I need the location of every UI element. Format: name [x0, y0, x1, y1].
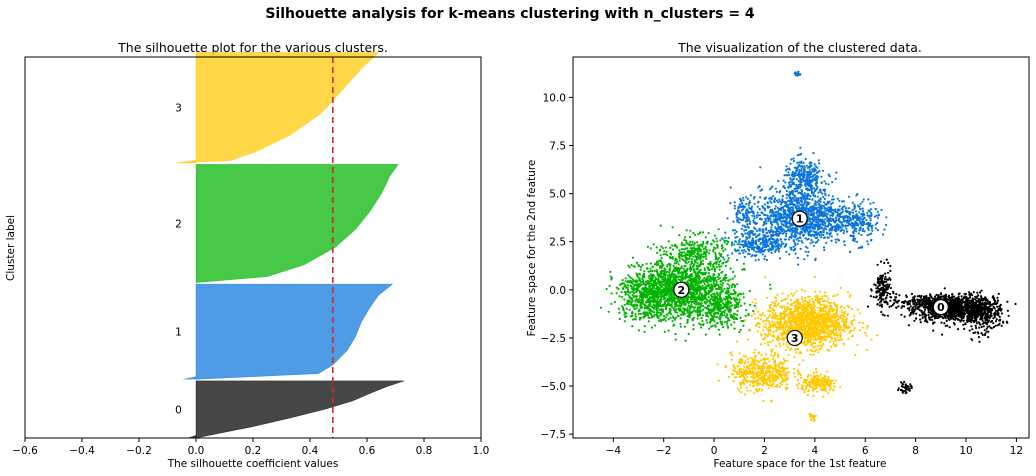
scatter-plot-title: The visualization of the clustered data. — [677, 40, 922, 55]
silhouette-cluster-label-2: 2 — [175, 218, 182, 230]
silhouette-x-tick-label: 0.2 — [245, 445, 262, 457]
cluster-scatter-plot: The visualization of the clustered data.… — [526, 40, 1030, 470]
scatter-plot-frame — [572, 56, 1030, 439]
scatter-x-tick-label: 4 — [812, 445, 819, 457]
silhouette-cluster-label-0: 0 — [175, 404, 182, 416]
scatter-y-tick-label: 2.5 — [549, 237, 566, 249]
scatter-y-tick-label: 0.0 — [549, 285, 566, 297]
scatter-y-tick-label: 5.0 — [549, 189, 566, 201]
scatter-y-ticks: −7.5 −5.0 −2.5 0.0 2.5 5.0 7.5 10.0 — [541, 92, 573, 441]
figure-suptitle: Silhouette analysis for k-means clusteri… — [265, 6, 755, 22]
scatter-x-tick-label: −2 — [656, 445, 671, 457]
cluster-center-label-0: 0 — [937, 301, 945, 314]
scatter-points — [599, 70, 1017, 423]
scatter-y-tick-label: 7.5 — [549, 141, 566, 153]
silhouette-fill-cluster-3 — [175, 52, 380, 164]
silhouette-plot: The silhouette plot for the various clus… — [5, 40, 489, 470]
silhouette-negative-tail-3 — [176, 159, 196, 163]
silhouette-negative-tail-1 — [181, 376, 196, 380]
scatter-x-tick-label: 0 — [711, 445, 718, 457]
scatter-x-tick-label: −4 — [606, 445, 622, 457]
silhouette-cluster-label-1: 1 — [175, 327, 182, 339]
cluster-center-marker-3 — [786, 329, 803, 347]
silhouette-fill-cluster-0 — [195, 380, 405, 439]
silhouette-x-tick-label: 0.6 — [359, 445, 376, 457]
silhouette-cluster-labels: 0 1 2 3 — [175, 103, 182, 417]
cluster-center-marker-0 — [932, 299, 949, 316]
silhouette-cluster-label-3: 3 — [175, 103, 182, 115]
silhouette-x-ticks: −0.6 −0.4 −0.2 0.0 0.2 0.4 0.6 0.8 1.0 — [12, 438, 489, 457]
silhouette-y-label: Cluster label — [5, 215, 17, 281]
scatter-cluster-2 — [599, 224, 772, 342]
silhouette-x-tick-label: 1.0 — [473, 445, 490, 457]
silhouette-x-tick-label: 0.0 — [188, 445, 205, 457]
scatter-cluster-3 — [716, 275, 879, 423]
scatter-x-tick-label: 6 — [862, 445, 869, 457]
scatter-cluster-0 — [866, 258, 1017, 395]
silhouette-fills — [175, 52, 405, 439]
cluster-center-marker-1 — [791, 210, 808, 227]
scatter-x-label: Feature space for the 1st feature — [713, 458, 886, 470]
scatter-y-label: Feature space for the 2nd feature — [526, 160, 538, 337]
scatter-y-tick-label: −7.5 — [541, 429, 567, 441]
scatter-x-tick-label: 10 — [959, 445, 972, 457]
scatter-y-tick-label: −2.5 — [541, 333, 567, 345]
scatter-y-tick-label: −5.0 — [541, 381, 567, 393]
silhouette-x-label: The silhouette coefficient values — [167, 458, 339, 470]
cluster-center-label-3: 3 — [791, 332, 799, 345]
cluster-center-label-2: 2 — [678, 284, 686, 297]
scatter-x-tick-label: 2 — [761, 445, 768, 457]
silhouette-negative-tail-0 — [187, 435, 196, 438]
scatter-x-tick-label: 8 — [912, 445, 919, 457]
silhouette-x-tick-label: 0.8 — [416, 445, 433, 457]
cluster-centers: 0 1 2 3 — [673, 210, 949, 347]
scatter-x-ticks: −4 −2 0 2 4 6 8 10 12 — [606, 438, 1023, 457]
silhouette-fill-cluster-2 — [195, 164, 399, 283]
scatter-y-tick-label: 10.0 — [543, 92, 566, 104]
silhouette-x-tick-label: −0.4 — [69, 445, 95, 457]
silhouette-fill-cluster-1 — [195, 283, 394, 380]
cluster-center-label-1: 1 — [796, 213, 804, 226]
scatter-x-tick-label: 12 — [1010, 445, 1023, 457]
scatter-cluster-1 — [716, 70, 888, 266]
silhouette-x-tick-label: −0.6 — [12, 445, 38, 457]
silhouette-x-tick-label: 0.4 — [302, 445, 319, 457]
cluster-center-marker-2 — [673, 281, 690, 298]
silhouette-plot-title: The silhouette plot for the various clus… — [117, 40, 388, 55]
silhouette-x-tick-label: −0.2 — [126, 445, 152, 457]
